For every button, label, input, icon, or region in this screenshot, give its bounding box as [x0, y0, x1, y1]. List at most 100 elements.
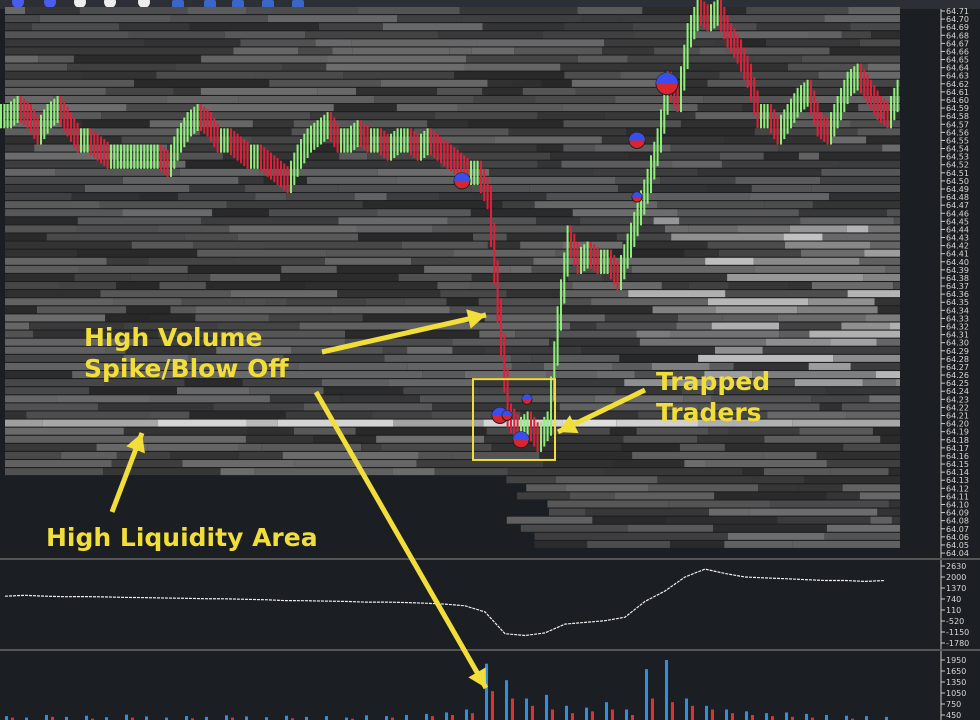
heatmap-band: [536, 144, 564, 152]
circle-blue-icon[interactable]: [12, 0, 24, 8]
candle: [556, 306, 559, 366]
heatmap-band: [811, 395, 870, 403]
heatmap-band: [449, 47, 472, 55]
heatmap-band: [751, 184, 812, 192]
layout-icon[interactable]: [292, 0, 304, 8]
heatmap-band: [201, 55, 328, 63]
heatmap-band: [549, 338, 640, 346]
zoom-in-icon[interactable]: [172, 0, 184, 8]
heatmap-band: [67, 63, 176, 71]
annotation-trapped-line2: Traders: [656, 398, 762, 427]
candle: [246, 141, 249, 169]
zoom-out-icon[interactable]: [204, 0, 216, 8]
candle: [400, 128, 402, 153]
heatmap-band: [123, 354, 189, 362]
candle: [146, 144, 149, 169]
heatmap-band: [604, 39, 716, 47]
price-tick-label: 64.25: [946, 379, 969, 388]
heatmap-band: [871, 87, 892, 95]
heatmap-band: [797, 306, 878, 314]
heatmap-band: [242, 338, 345, 346]
candle: [393, 131, 396, 158]
price-tick-label: 64.27: [946, 363, 969, 372]
heatmap-band: [679, 443, 725, 451]
heatmap-band: [866, 136, 900, 144]
buy-volume-bar: [765, 713, 768, 720]
heatmap-band: [126, 306, 171, 314]
heatmap-band: [769, 500, 889, 508]
heatmap-band: [727, 532, 825, 540]
price-tick-label: 64.62: [946, 80, 969, 89]
heatmap-band: [638, 225, 665, 233]
heatmap-band: [5, 265, 79, 273]
heatmap-band: [419, 395, 530, 403]
price-tick-label: 64.66: [946, 47, 969, 56]
heatmap-band: [684, 249, 719, 257]
candle: [453, 147, 456, 175]
candle: [110, 144, 112, 169]
heatmap-band: [332, 47, 353, 55]
heatmap-band: [858, 104, 900, 112]
candle: [856, 63, 859, 91]
sell-volume-bar: [651, 698, 654, 720]
heatmap-band: [622, 241, 708, 249]
cursor-icon[interactable]: [138, 0, 150, 8]
candle: [843, 79, 846, 113]
trader-icon[interactable]: [232, 0, 244, 8]
heatmap-band: [404, 298, 447, 306]
candle: [470, 160, 472, 185]
heatmap-band: [803, 95, 900, 103]
keyboard-icon[interactable]: [262, 0, 274, 8]
heatmap-band: [398, 273, 472, 281]
buy-volume-bar: [165, 717, 168, 720]
heatmap-band: [238, 451, 283, 459]
heatmap-band: [794, 379, 863, 387]
heatmap-band: [358, 233, 474, 241]
heatmap-band: [134, 79, 270, 87]
candle: [316, 120, 319, 148]
candle: [283, 163, 286, 191]
heatmap-band: [453, 249, 556, 257]
heatmap-band: [5, 31, 129, 39]
heatmap-band: [670, 403, 699, 411]
candle: [773, 109, 776, 140]
heatmap-band: [125, 346, 194, 354]
heatmap-band: [148, 257, 234, 265]
heatmap-band: [386, 193, 440, 201]
heatmap-band: [570, 225, 639, 233]
candle: [330, 112, 332, 142]
candle: [206, 109, 209, 137]
heatmap-band: [473, 233, 507, 241]
heatmap-band: [824, 532, 900, 540]
heatmap-band: [882, 144, 900, 152]
candle: [173, 136, 176, 169]
candle: [293, 152, 296, 185]
heatmap-band: [407, 362, 512, 370]
heatmap-band: [32, 23, 120, 31]
price-tick-label: 64.22: [946, 403, 969, 412]
candle: [210, 112, 212, 142]
candle: [223, 128, 226, 153]
price-tick-label: 64.07: [946, 525, 969, 534]
candle: [800, 85, 802, 113]
circle-blue-icon[interactable]: [44, 0, 56, 8]
heatmap-band: [356, 225, 433, 233]
candle: [163, 147, 166, 175]
heatmap-band: [76, 225, 158, 233]
target-icon[interactable]: [104, 0, 116, 8]
heatmap-band: [680, 120, 792, 128]
heatmap-band: [170, 15, 268, 23]
heatmap-band: [5, 87, 106, 95]
heatmap-band: [484, 346, 582, 354]
price-tick-label: 64.28: [946, 355, 969, 364]
heatmap-band: [520, 241, 563, 249]
heatmap-band: [762, 346, 900, 354]
heatmap-band: [719, 152, 764, 160]
mouse-icon[interactable]: [74, 0, 86, 8]
heatmap-band: [431, 411, 521, 419]
candle: [580, 246, 582, 274]
heatmap-band: [192, 241, 264, 249]
candle: [740, 39, 742, 72]
heatmap-band: [709, 362, 734, 370]
